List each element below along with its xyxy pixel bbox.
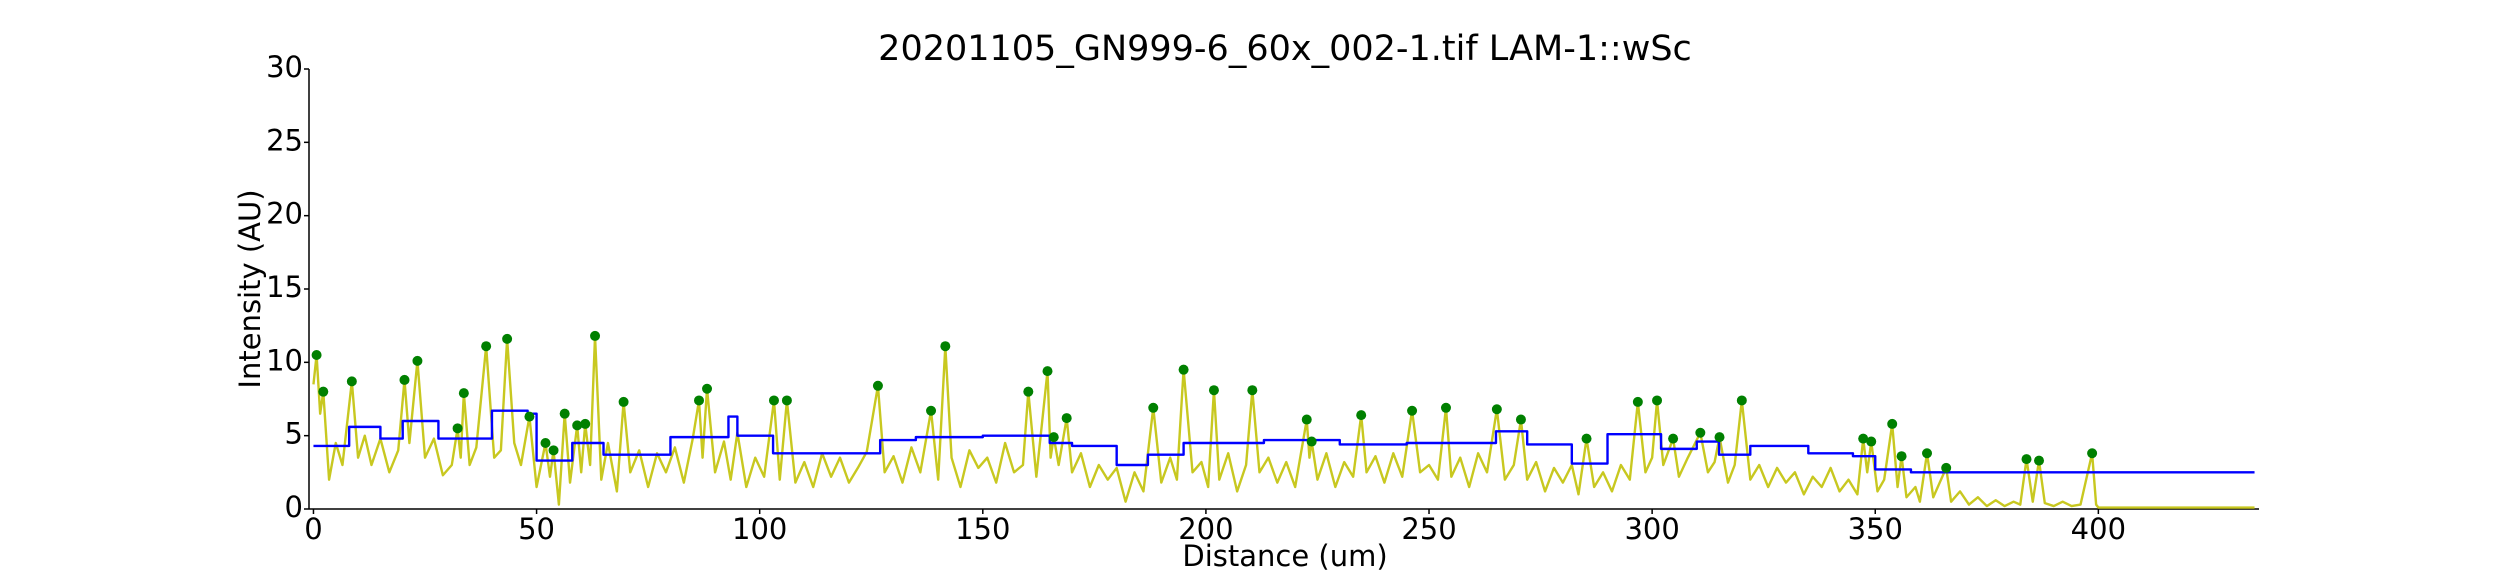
peak-point <box>1148 402 1159 413</box>
x-tick-label: 200 <box>1178 512 1233 546</box>
peak-point <box>524 411 535 422</box>
data-line <box>312 334 2255 509</box>
peak-point <box>452 423 463 434</box>
x-tick-label: 50 <box>518 512 555 546</box>
peak-point <box>1896 451 1907 462</box>
peak-point <box>694 395 704 406</box>
y-tick-label: 25 <box>266 123 303 157</box>
peak-point <box>926 405 937 416</box>
y-tick-label: 0 <box>285 490 303 524</box>
peak-point <box>548 445 559 456</box>
peak-point <box>572 420 583 431</box>
peak-point <box>412 355 423 366</box>
peak-point <box>1941 462 1952 473</box>
y-tick-label: 15 <box>266 270 303 304</box>
peak-point <box>1247 385 1258 396</box>
peak-point <box>559 408 570 419</box>
y-tick-label: 30 <box>266 50 303 84</box>
x-tick-label: 0 <box>304 512 322 546</box>
y-axis-label: Intensity (AU) <box>233 189 267 388</box>
peak-point <box>1858 433 1869 444</box>
peak-point <box>1652 395 1663 406</box>
peak-point <box>1306 436 1317 447</box>
peak-point <box>1695 427 1706 438</box>
peak-point <box>1023 386 1034 397</box>
peak-point <box>580 418 591 429</box>
peak-point <box>618 396 629 407</box>
peak-point <box>540 438 551 448</box>
peak-point <box>1356 410 1367 421</box>
peak-point <box>318 386 329 397</box>
x-tick-label: 100 <box>732 512 787 546</box>
y-tick-label: 5 <box>285 417 303 451</box>
peak-point <box>1491 404 1502 415</box>
peak-point <box>940 341 951 352</box>
peak-point <box>702 383 713 394</box>
peak-point <box>2034 455 2045 466</box>
x-tick-label: 400 <box>2071 512 2126 546</box>
peak-point <box>1178 364 1189 375</box>
peak-point <box>590 330 601 341</box>
peak-point <box>781 395 792 406</box>
peak-point <box>1440 402 1451 413</box>
x-tick-label: 150 <box>955 512 1010 546</box>
peak-point <box>1061 413 1072 424</box>
peak-point <box>1922 448 1933 459</box>
peak-point <box>1736 395 1747 406</box>
peak-point <box>2087 448 2098 459</box>
x-tick-label: 250 <box>1401 512 1456 546</box>
peak-point <box>2021 454 2032 465</box>
peak-point <box>872 380 883 391</box>
peak-point <box>1714 432 1725 443</box>
peak-point <box>1048 432 1059 443</box>
peak-point <box>1632 396 1643 407</box>
peak-point <box>1581 433 1592 444</box>
chart-title: 20201105_GN999-6_60x_002-1.tif LAM-1::wS… <box>878 29 1692 69</box>
y-tick-label: 20 <box>266 197 303 231</box>
peak-point <box>311 350 322 360</box>
peak-point <box>1407 405 1418 416</box>
peak-point <box>768 395 779 406</box>
x-tick-label: 350 <box>1848 512 1903 546</box>
peak-point <box>399 374 410 385</box>
peak-point <box>1866 436 1877 447</box>
x-axis-label: Distance (um) <box>1182 539 1387 573</box>
x-tick-label: 300 <box>1624 512 1679 546</box>
peak-point <box>346 376 357 387</box>
peak-point <box>1301 414 1312 425</box>
peak-point <box>1887 418 1898 429</box>
peak-point <box>458 388 469 399</box>
peak-point <box>502 333 513 344</box>
peak-point <box>1668 433 1679 444</box>
peak-point <box>1042 366 1053 377</box>
peak-point <box>481 341 492 352</box>
peak-point <box>1208 385 1219 396</box>
peak-point <box>1515 414 1526 425</box>
y-tick-label: 10 <box>266 343 303 377</box>
